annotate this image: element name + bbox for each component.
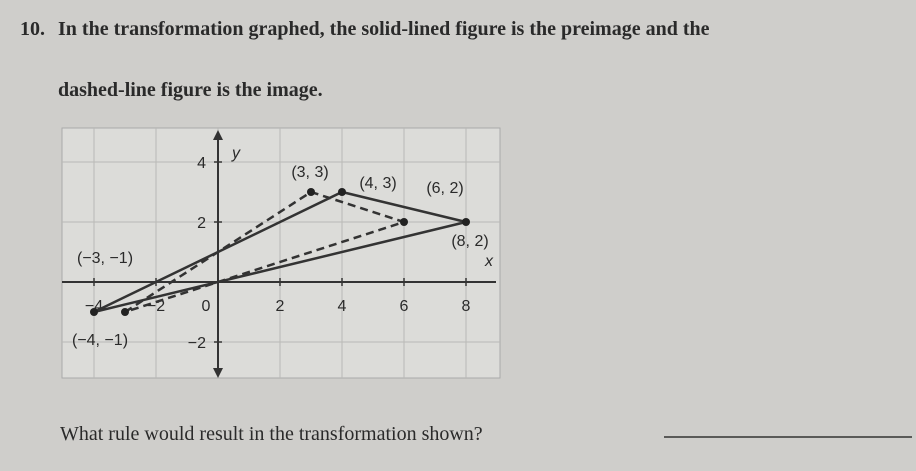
question-text: dashed-line figure is the image. — [58, 79, 323, 101]
point — [90, 308, 98, 316]
axis-arrow — [213, 368, 223, 378]
question-number: 10. — [20, 18, 45, 40]
point — [338, 188, 346, 196]
point-label: (−4, −1) — [72, 332, 128, 349]
x-tick-label: 8 — [462, 298, 471, 315]
x-tick-label: 0 — [202, 298, 211, 315]
x-tick-label: 2 — [276, 298, 285, 315]
point-label: (8, 2) — [451, 233, 488, 250]
graph-box — [61, 127, 501, 379]
point — [400, 218, 408, 226]
x-tick-label: 4 — [338, 298, 347, 315]
question-text: In the transformation graphed, the solid… — [58, 18, 710, 40]
y-axis-label: y — [231, 145, 241, 162]
y-tick-label: −2 — [188, 335, 206, 352]
x-tick-label: −2 — [147, 298, 165, 315]
point — [121, 308, 129, 316]
prompt: What rule would result in the transforma… — [60, 423, 483, 445]
point-label: (3, 3) — [291, 164, 328, 181]
point-label: (−3, −1) — [77, 250, 133, 267]
image-triangle — [124, 190, 409, 314]
y-tick-label: 2 — [197, 215, 206, 232]
point — [462, 218, 470, 226]
y-tick-label: 4 — [197, 155, 206, 172]
point — [307, 188, 315, 196]
point-label: (6, 2) — [426, 180, 463, 197]
axis-arrow — [213, 130, 223, 140]
x-tick-label: 6 — [400, 298, 409, 315]
point-label: (4, 3) — [359, 175, 396, 192]
x-axis-label: x — [484, 253, 494, 270]
